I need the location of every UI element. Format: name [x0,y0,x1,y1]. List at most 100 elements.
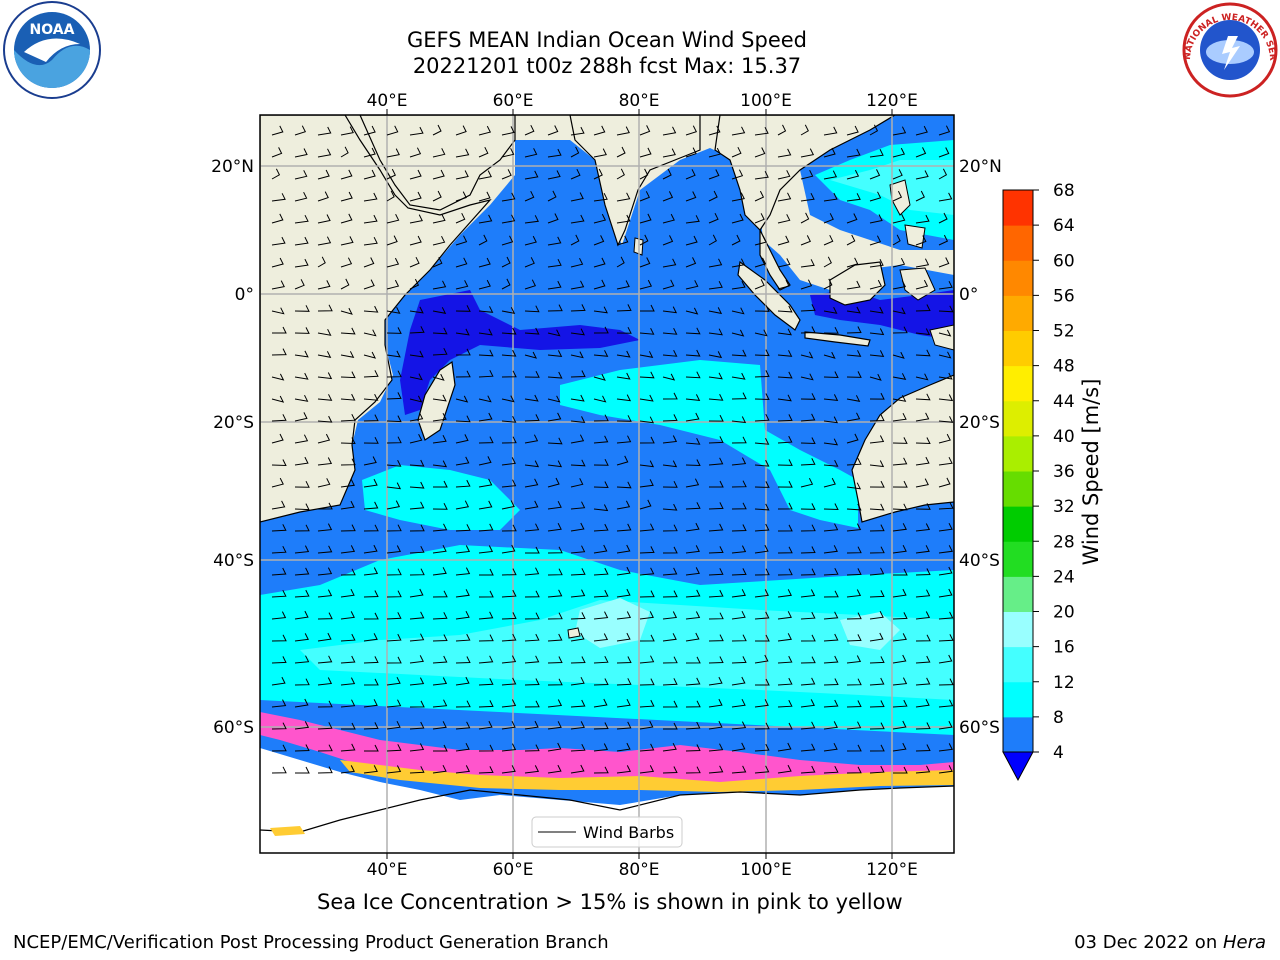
wind-barb [708,169,720,180]
wind-barb [271,744,287,752]
wind-barb [708,351,723,359]
wind-barb [363,436,379,444]
wind-barb [800,351,814,359]
wind-barb [892,588,907,598]
wind-barb [616,256,625,268]
wind-barb [708,612,724,620]
wind-barb [731,213,744,224]
wind-barb [593,168,603,180]
wind-barb [432,394,447,402]
wind-barb [869,524,885,532]
wind-barb [731,676,746,686]
lon-tick-bottom: 100°E [740,860,792,880]
wind-barb [317,722,333,730]
wind-barb [708,568,724,576]
wind-barb [915,304,931,312]
colorbar-tick-label: 16 [1053,638,1075,658]
wind-barb [317,478,331,488]
wind-barb [363,192,378,202]
wind-barb [915,349,931,357]
wind-barb [846,433,859,444]
wind-barb [685,412,700,422]
wind-barb [616,588,631,598]
wind-barb [271,656,287,664]
lat-tick-right: 20°N [959,157,1002,177]
wind-barb [846,700,862,708]
colorbar-tick-label: 28 [1053,532,1075,552]
sea-ice-edge [260,712,954,785]
wind-barb [708,414,724,422]
wind-barb [455,191,467,202]
wind-barb [409,459,425,467]
wind-barb [570,351,584,359]
wind-barb [685,147,697,158]
wind-barb [800,503,816,510]
lon-tick-bottom: 120°E [866,860,918,880]
wind-barb [662,611,678,620]
wind-barb [547,500,562,510]
wind-barb [823,394,839,401]
wind-barb [869,480,885,488]
wind-barb [938,280,953,290]
wind-barb [501,568,517,576]
colorbar-segment [1003,435,1033,472]
wind-barb [570,459,586,467]
wind-barb [869,700,885,708]
wind-barb [547,190,557,202]
wind-barb [432,169,445,180]
wind-barb [409,169,422,180]
wind-barb [570,214,585,224]
wind-barb [409,611,425,620]
wind-barb [386,633,402,642]
wind-barb [915,412,930,422]
wind-barb [639,765,655,774]
wind-barb [317,545,333,554]
wind-barb [754,544,769,554]
wind-barb [547,460,563,468]
wind-barb [639,416,655,424]
wind-barb [915,503,931,510]
wind-barb [547,721,562,730]
wind-barb [616,394,632,402]
wind-barb [869,722,885,730]
wind-barb [616,523,632,532]
wind-barb [639,460,655,468]
wind-barb [593,544,608,554]
wind-barb [547,170,561,180]
wind-barb [455,567,471,576]
wind-barb [777,524,793,532]
wind-barb [823,590,839,598]
wind-barb [294,305,310,312]
wind-barb [777,589,792,598]
wind-barb [501,436,517,444]
wind-barb [823,655,839,664]
wind-barb [432,460,448,468]
wind-barb [869,460,885,468]
wind-barb [455,257,468,268]
wind-barb [662,460,678,468]
wind-barb [340,458,356,466]
wind-barb [341,722,356,730]
wind-barb [731,372,746,380]
wind-barb [386,524,402,532]
wind-barb [800,721,816,730]
wind-barb [501,677,517,686]
land-india [569,115,701,247]
wind-barb [317,328,332,336]
wind-barb [846,634,862,642]
wind-barb [593,148,607,158]
wind-barb [593,481,609,489]
wind-barb [478,412,493,422]
wind-barb [639,567,655,576]
wind-barb [639,351,654,358]
wind-barb [271,125,284,136]
wind-barb [317,766,333,774]
wind-barb [501,765,516,774]
wind-barb [432,347,448,356]
wind-barb [455,328,470,336]
wind-barb [409,395,423,403]
lat-tick-right: 20°S [959,413,1000,433]
wind-barb [593,326,609,334]
wind-barb [708,436,724,444]
graticule [260,115,954,853]
